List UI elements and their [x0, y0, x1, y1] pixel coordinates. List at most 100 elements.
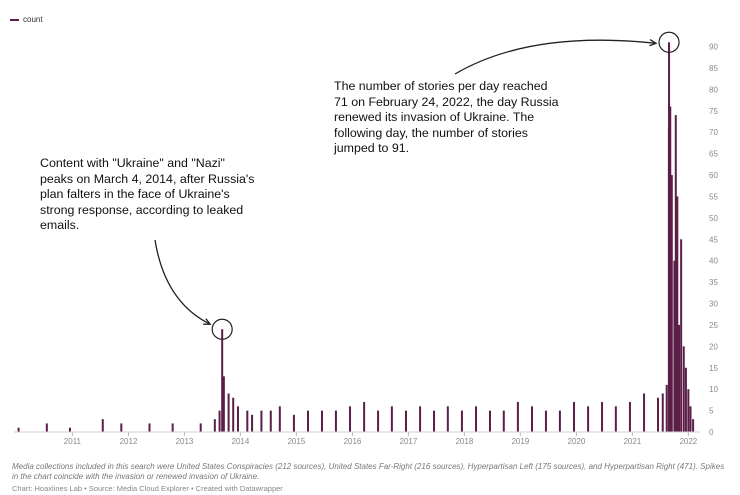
x-tick-label-2012: 2012 — [120, 437, 138, 446]
bar-count-2021-12 — [657, 397, 659, 432]
bar-count-2021-06 — [628, 402, 631, 432]
annotation-circle-1 — [211, 318, 233, 340]
annotation-arrowhead-2 — [649, 39, 658, 47]
bar-count-2014-05 — [232, 397, 235, 432]
x-tick-label-2020: 2020 — [568, 437, 586, 446]
bar-count-2016-03 — [334, 410, 337, 432]
y-tick-label-75: 75 — [709, 107, 718, 116]
bar-count-2017-06 — [404, 410, 407, 432]
bar-count-2018-09 — [475, 406, 478, 432]
bar-count-2020-09 — [587, 406, 590, 432]
bar-count-2022-03-15 — [670, 175, 673, 433]
bar-count-2022-06-15 — [684, 367, 687, 432]
y-tick-label-80: 80 — [709, 85, 718, 94]
bar-count-2021-09 — [643, 393, 646, 432]
y-tick-label-90: 90 — [709, 43, 718, 52]
bar-count-2022-03-05 — [669, 106, 672, 433]
x-tick-label-2022: 2022 — [679, 437, 697, 446]
y-tick-label-65: 65 — [709, 150, 718, 159]
y-axis-ticks: 0 5 10 15 20 25 30 35 40 45 50 55 60 65 70 75 80 85 90 — [709, 43, 718, 437]
bar-count-2019-03 — [502, 410, 505, 432]
y-tick-label-10: 10 — [709, 385, 718, 394]
y-tick-label-35: 35 — [709, 278, 718, 287]
bar-count-2015-06 — [292, 414, 295, 432]
bar-count-2022-07-01 — [687, 389, 690, 432]
x-axis-ticks: 2011 2012 2013 2014 2015 2016 2017 2018 2019 2020… — [64, 432, 698, 446]
bar-count-2012-05 — [120, 423, 123, 432]
annotation-2014-peak: Content with "Ukraine" and "Nazi" peaks … — [40, 156, 255, 232]
bar-count-2014-01 — [213, 419, 216, 432]
annotation-2022-peak: The number of stories per day reached 71… — [334, 79, 559, 155]
bar-count-2012-11 — [148, 423, 151, 432]
bar-count-2016-12 — [377, 410, 380, 432]
bar-count-2012-01 — [101, 419, 104, 432]
y-tick-label-55: 55 — [709, 192, 718, 201]
x-tick-label-2014: 2014 — [232, 437, 250, 446]
bar-count-2019-06 — [516, 402, 519, 432]
bar-count-2014-04 — [227, 393, 230, 432]
legend-swatch-count — [10, 18, 19, 21]
annotation-circle-2 — [658, 31, 680, 53]
bar-count-2022-05-15 — [680, 239, 683, 432]
bar-count-2015-03 — [278, 406, 281, 432]
bar-count-2022-02-10 — [665, 384, 668, 432]
bar-count-2014-11 — [260, 410, 263, 432]
x-tick-label-2018: 2018 — [455, 437, 473, 446]
bar-count-2022-05-01 — [678, 324, 680, 432]
bar-count-2022-08-01 — [692, 419, 695, 432]
bar-count-2014-08 — [246, 410, 249, 432]
y-tick-label-15: 15 — [709, 364, 718, 373]
bar-count-2018-03 — [446, 406, 449, 432]
bar-count-2011-06 — [68, 427, 71, 432]
bar-count-2020-03 — [558, 410, 561, 432]
bar-count-2013-10 — [199, 423, 202, 432]
y-tick-label-60: 60 — [709, 171, 718, 180]
bar-count-2019-09 — [530, 406, 533, 432]
bar-count-2016-09 — [363, 402, 366, 432]
bar-count-2014-02 — [218, 410, 221, 432]
x-tick-label-2013: 2013 — [176, 437, 194, 446]
bar-count-2022-02-25 — [668, 42, 671, 432]
annotation-arrow-2 — [454, 39, 657, 75]
footer-credit: Chart: Hoaxlines Lab • Source: Media Clo… — [12, 484, 283, 493]
bar-count-2022-06-01 — [682, 346, 685, 432]
annotation-arrow-1 — [154, 239, 211, 325]
bar-count-2022-07-15 — [689, 406, 692, 432]
x-tick-label-2016: 2016 — [344, 437, 362, 446]
bar-count-2010-07 — [17, 427, 20, 432]
y-tick-label-25: 25 — [709, 321, 718, 330]
bar-count-2020-12 — [601, 402, 604, 432]
bar-count-2020-06 — [572, 402, 575, 432]
bar-count-2018-06 — [460, 410, 463, 432]
bar-count-2014-09 — [251, 414, 254, 432]
y-tick-label-45: 45 — [709, 235, 718, 244]
bar-count-2015-09 — [307, 410, 310, 432]
annotation-marks — [154, 31, 680, 340]
bar-count-2014-03-15 — [222, 376, 225, 432]
y-tick-label-50: 50 — [709, 214, 718, 223]
y-tick-label-20: 20 — [709, 342, 718, 351]
chart-svg: 2011 2012 2013 2014 2015 2016 2017 2018 2019 2020… — [14, 31, 718, 446]
bar-count-2017-03 — [390, 406, 393, 432]
bar-count-2013-04 — [171, 423, 174, 432]
bar-count-2015-01 — [269, 410, 272, 432]
bar-count-2022-04-01 — [673, 260, 676, 432]
y-tick-label-70: 70 — [709, 128, 718, 137]
y-tick-label-40: 40 — [709, 257, 718, 266]
bar-count-2011-01 — [45, 423, 48, 432]
bar-count-2019-12 — [544, 410, 547, 432]
y-tick-label-30: 30 — [709, 300, 718, 309]
y-tick-label-5: 5 — [709, 407, 714, 416]
bar-count-2016-06 — [349, 406, 352, 432]
x-tick-label-2015: 2015 — [287, 437, 305, 446]
x-tick-label-2011: 2011 — [64, 437, 82, 446]
bar-count-2021-03 — [614, 406, 617, 432]
x-tick-label-2017: 2017 — [400, 437, 418, 446]
bar-count-2014-06 — [236, 406, 239, 432]
bar-count-2022-01 — [661, 393, 664, 432]
y-tick-label-85: 85 — [709, 64, 718, 73]
bar-count-2017-12 — [433, 410, 436, 432]
legend: count — [10, 15, 43, 24]
annotation-arrowhead-1 — [203, 318, 212, 325]
bar-series-count — [17, 42, 695, 433]
